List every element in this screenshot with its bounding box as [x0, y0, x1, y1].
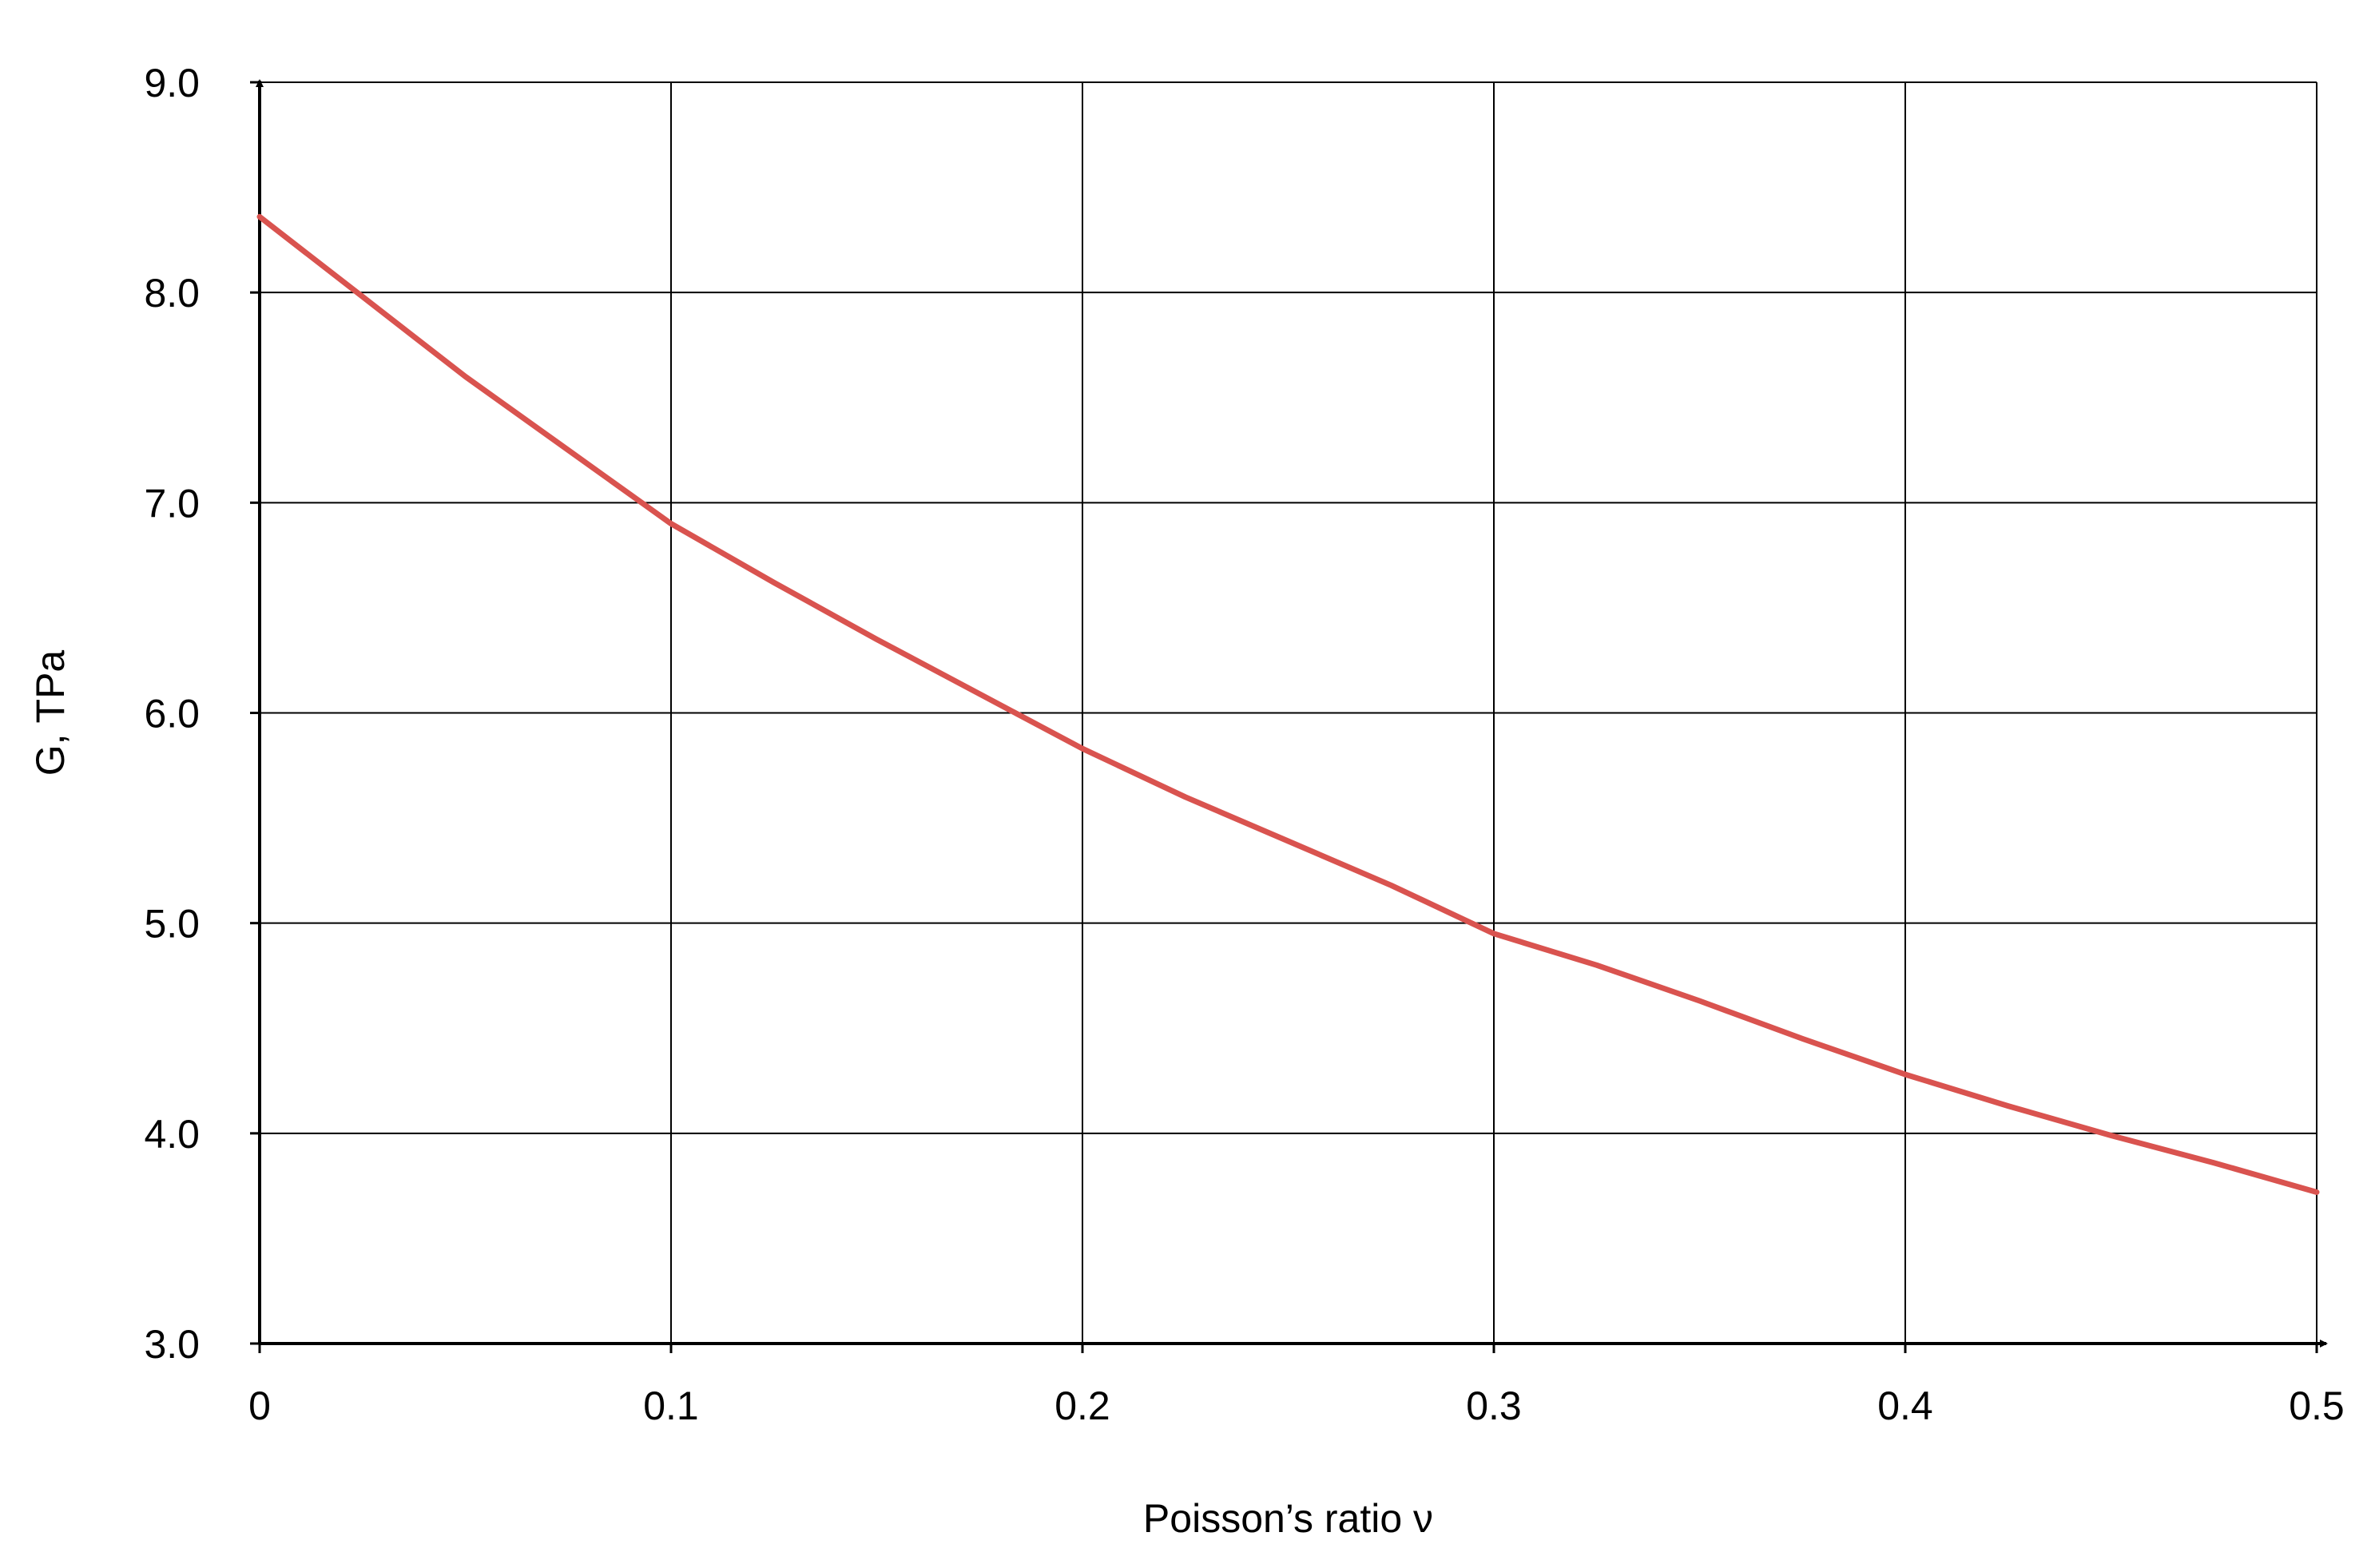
x-tick-label: 0.2: [1054, 1383, 1110, 1428]
x-tick-label: 0: [248, 1383, 271, 1428]
x-axis-label: Poisson’s ratio ν: [1143, 1496, 1433, 1541]
y-tick-label: 3.0: [144, 1322, 200, 1367]
axes: [250, 79, 2328, 1353]
y-tick-label: 7.0: [144, 481, 200, 526]
x-tick-label: 0.5: [2289, 1383, 2345, 1428]
x-tick-label: 0.1: [643, 1383, 699, 1428]
series-line: [256, 213, 2320, 1195]
y-tick-label: 8.0: [144, 271, 200, 316]
y-axis-label: G, TPa: [28, 650, 73, 776]
tick-labels: 0 0.1 0.2 0.3 0.4 0.5 3.0 4.0 5.0 6.0 7.0 8.0 9.0: [144, 61, 2344, 1428]
x-tick-label: 0.4: [1877, 1383, 1933, 1428]
y-tick-label: 5.0: [144, 902, 200, 947]
series: [256, 213, 2320, 1195]
grid-lines: [260, 81, 2317, 1344]
y-tick-label: 6.0: [144, 692, 200, 736]
y-tick-label: 9.0: [144, 61, 200, 105]
y-tick-label: 4.0: [144, 1112, 200, 1157]
x-tick-label: 0.3: [1466, 1383, 1522, 1428]
